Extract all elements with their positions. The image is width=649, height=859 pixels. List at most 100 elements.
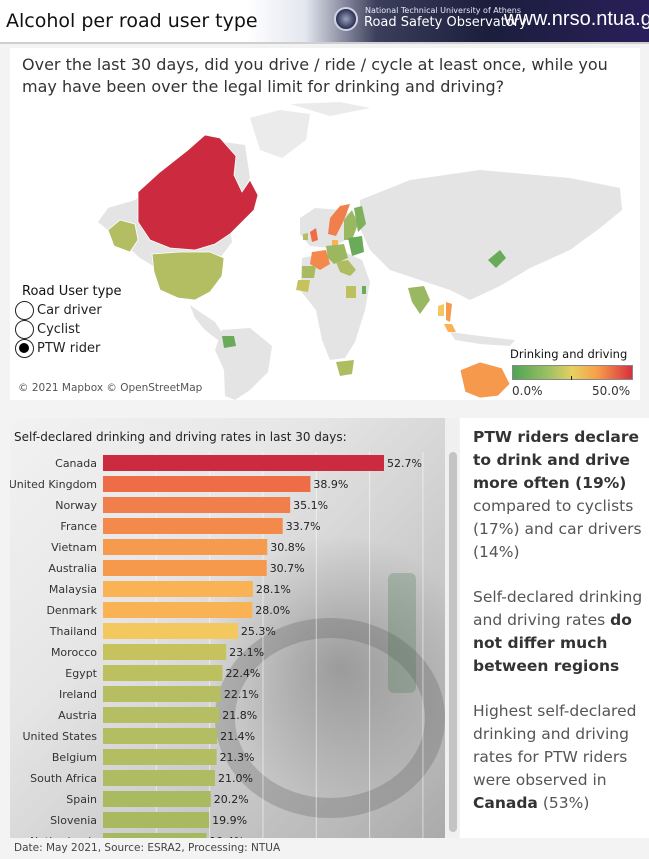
bar xyxy=(103,749,217,765)
map-country-australia xyxy=(459,361,511,399)
map-country-egypt xyxy=(346,286,356,298)
bar-category-label: United States xyxy=(23,730,98,743)
bar-category-label: Vietnam xyxy=(51,541,97,554)
map-country-south-africa xyxy=(336,360,354,376)
map-country-vietnam xyxy=(446,302,452,322)
map-country-thailand xyxy=(438,304,444,316)
bar-category-label: Norway xyxy=(55,499,97,512)
radio-label: Cyclist xyxy=(37,322,81,337)
bar-value-label: 22.1% xyxy=(224,688,259,701)
map-country-uk xyxy=(310,228,318,242)
org-name-small: National Technical University of Athens xyxy=(365,6,522,15)
bar-value-label: 30.8% xyxy=(270,541,305,554)
insight-ptw: PTW riders declare to drink and drive mo… xyxy=(473,426,649,564)
color-legend-marker xyxy=(571,376,572,380)
road-user-legend-title: Road User type xyxy=(22,284,122,299)
radio-cyclist[interactable]: Cyclist xyxy=(15,320,80,339)
bar-category-label: United Kingdom xyxy=(10,478,97,491)
bar-value-label: 21.0% xyxy=(218,772,253,785)
color-legend-max: 50.0% xyxy=(592,384,631,398)
map-land-asia xyxy=(360,170,622,300)
bar-category-label: Belgium xyxy=(52,751,97,764)
map-country-denmark xyxy=(332,240,338,246)
bar-category-label: Slovenia xyxy=(50,814,97,827)
bar-value-label: 20.2% xyxy=(214,793,249,806)
map-panel: Over the last 30 days, did you drive / r… xyxy=(10,48,640,400)
bar-category-label: Spain xyxy=(66,793,97,806)
page-title: Alcohol per road user type xyxy=(6,10,258,32)
bar-value-label: 19.9% xyxy=(212,814,247,827)
bar-value-label: 23.1% xyxy=(229,646,264,659)
site-link[interactable]: www.nrso.ntua.gr xyxy=(504,8,649,30)
map-land-central-america xyxy=(190,305,224,340)
bar xyxy=(103,791,211,807)
bar-value-label: 21.4% xyxy=(220,730,255,743)
bar xyxy=(103,623,238,639)
bar-category-label: Egypt xyxy=(65,667,97,680)
bar-value-label: 33.7% xyxy=(286,520,321,533)
map-country-korea-japan xyxy=(488,250,506,268)
bar-category-label: Malaysia xyxy=(49,583,97,596)
map-country-france xyxy=(310,250,330,270)
bar-value-label: 30.7% xyxy=(270,562,305,575)
bar-value-label: 28.1% xyxy=(256,583,291,596)
bar xyxy=(103,602,253,618)
bar-category-label: France xyxy=(60,520,97,533)
bar xyxy=(103,728,218,744)
radio-button[interactable] xyxy=(15,320,34,339)
footer: Date: May 2021, Source: ESRA2, Processin… xyxy=(0,838,649,859)
bar-category-label: Denmark xyxy=(46,604,97,617)
bar-chart[interactable]: Canada 52.7% United Kingdom 38.9% Norway 35.1… xyxy=(10,452,455,838)
insight-regions: Self-declared drinking and driving rates… xyxy=(473,586,649,678)
insight-highest-rest: (53%) xyxy=(537,794,590,812)
radio-label: Car driver xyxy=(37,303,102,318)
radio-ptw-rider[interactable]: PTW rider xyxy=(15,339,100,358)
map-country-norway xyxy=(328,204,350,236)
insight-highest: Highest self-declared drinking and drivi… xyxy=(473,700,649,815)
radio-button[interactable] xyxy=(15,301,34,320)
bar-chart-panel: Self-declared drinking and driving rates… xyxy=(10,418,459,838)
bar-category-label: Thailand xyxy=(49,625,97,638)
bar xyxy=(103,707,220,723)
bar xyxy=(103,560,267,576)
map-country-italy-greece xyxy=(336,260,356,276)
bar-category-label: Australia xyxy=(48,562,97,575)
insight-ptw-strong: PTW riders declare to drink and drive mo… xyxy=(473,428,639,492)
bar-value-label: 19.4% xyxy=(209,835,244,838)
map-land-greenland xyxy=(250,110,310,158)
bar-category-label: Ireland xyxy=(59,688,97,701)
insight-ptw-rest: compared to cyclists (17%) and car drive… xyxy=(473,497,642,561)
org-name: Road Safety Observatory xyxy=(364,15,527,30)
radio-car-driver[interactable]: Car driver xyxy=(15,301,102,320)
map-country-malaysia xyxy=(444,324,456,332)
bar-category-label: South Africa xyxy=(30,772,97,785)
bar-category-label: Canada xyxy=(55,457,97,470)
bar-value-label: 21.8% xyxy=(222,709,257,722)
map-country-morocco xyxy=(296,280,310,292)
insight-highest-country: Canada xyxy=(473,794,538,812)
map-country-india xyxy=(408,286,430,314)
header-divider xyxy=(0,42,649,44)
world-map[interactable] xyxy=(10,100,640,400)
bar xyxy=(103,476,311,492)
insights-panel: PTW riders declare to drink and drive mo… xyxy=(460,418,649,838)
bar xyxy=(103,770,215,786)
bar-value-label: 35.1% xyxy=(293,499,328,512)
scrollbar-thumb[interactable] xyxy=(449,452,457,832)
bar-value-label: 25.3% xyxy=(241,625,276,638)
bar-value-label: 38.9% xyxy=(313,478,348,491)
map-attribution[interactable]: © 2021 Mapbox © OpenStreetMap xyxy=(18,382,203,394)
radio-label: PTW rider xyxy=(37,341,101,356)
color-legend-min: 0.0% xyxy=(512,384,543,398)
map-country-central-europe xyxy=(326,244,348,264)
radio-button-selected[interactable] xyxy=(15,339,34,358)
bar-value-label: 22.4% xyxy=(225,667,260,680)
bar-chart-title: Self-declared drinking and driving rates… xyxy=(14,430,347,444)
bar-value-label: 52.7% xyxy=(387,457,422,470)
map-land-arctic xyxy=(290,102,370,116)
bar xyxy=(103,518,283,534)
map-country-canada xyxy=(137,134,259,251)
insight-regions-strong: do not differ much between regions xyxy=(473,611,632,675)
map-country-eastern-europe xyxy=(348,236,364,256)
map-land-indonesia xyxy=(450,332,515,346)
